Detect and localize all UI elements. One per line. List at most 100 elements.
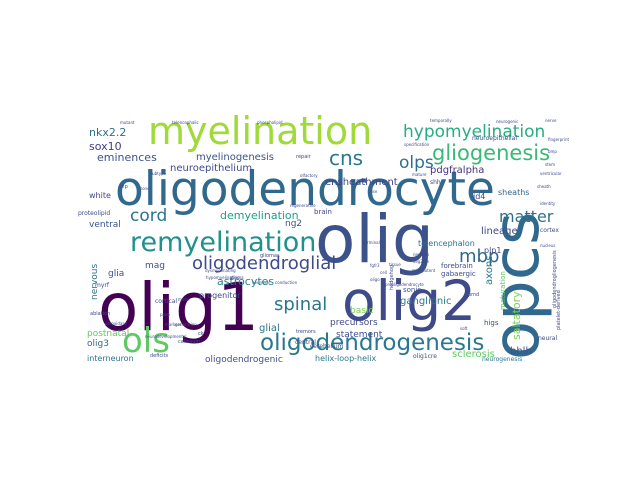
word-cloud-term: white xyxy=(89,191,111,200)
word-cloud-term: basic xyxy=(350,306,373,316)
word-cloud-term: zone xyxy=(140,186,150,191)
word-cloud-term: neurogenic xyxy=(496,119,518,124)
word-cloud-term: stem xyxy=(545,162,555,167)
word-cloud-term: multipotent xyxy=(412,268,436,273)
word-cloud-term: ventricular xyxy=(540,171,562,176)
word-cloud-term: proteolipid xyxy=(78,210,110,217)
word-cloud-term: oligo xyxy=(370,277,380,282)
word-cloud-term: demyelination xyxy=(220,209,299,222)
word-cloud-term: helix-loop-helix xyxy=(315,354,376,363)
word-cloud-term: fingerprint xyxy=(548,137,570,142)
word-cloud-term: cell xyxy=(380,270,387,275)
word-cloud-term: oligodendrogenic xyxy=(205,355,283,365)
word-cloud-term: plp xyxy=(120,184,128,190)
word-cloud-term: neuroepithelial xyxy=(472,135,517,142)
word-cloud-term: mbp xyxy=(459,246,499,267)
word-cloud-term: gliomas xyxy=(260,253,280,259)
word-cloud-term: gliogenesis xyxy=(432,141,550,165)
word-cloud-term: rise xyxy=(370,189,378,194)
word-cloud-term: opcs xyxy=(480,212,554,360)
word-cloud-term: olig2cre xyxy=(413,259,430,264)
word-cloud-term: shh xyxy=(430,179,441,186)
word-cloud-term: sonic xyxy=(403,286,421,294)
word-cloud-term: cortical xyxy=(155,298,177,305)
word-cloud-term: bmp xyxy=(548,149,557,154)
word-cloud-term: olfactory xyxy=(300,173,318,178)
word-cloud-term: identity xyxy=(540,201,556,206)
word-cloud-term: conduction xyxy=(275,280,298,285)
word-cloud-term: id4 xyxy=(473,192,485,201)
word-cloud-term: myelinogenesis xyxy=(196,152,274,163)
word-cloud-term: cns xyxy=(329,146,363,170)
word-cloud-term: soft xyxy=(460,326,468,331)
word-cloud-term: ensheathment xyxy=(325,177,398,188)
word-cloud-term: neural xyxy=(538,335,557,342)
word-cloud-term: generation xyxy=(175,322,197,327)
word-cloud-term: ck xyxy=(198,331,204,337)
word-cloud-term: olig xyxy=(315,201,434,278)
word-cloud-term: specification xyxy=(404,142,430,147)
word-cloud-term: maturation xyxy=(499,271,507,310)
word-cloud-term: tremors xyxy=(296,329,316,335)
word-cloud-term: bhlh xyxy=(510,346,532,357)
word-cloud-term: mutant xyxy=(120,120,135,125)
word-cloud-term: regenerative xyxy=(290,203,316,208)
word-cloud-term: nucleus xyxy=(540,243,555,248)
word-cloud-term: sheath xyxy=(537,184,551,189)
word-cloud-term: astrocytes xyxy=(217,275,274,288)
word-cloud-term: statement xyxy=(336,330,383,340)
word-cloud-term: motor xyxy=(178,297,190,302)
word-cloud-term: tissue xyxy=(389,262,401,267)
word-cloud-term: ng2 xyxy=(285,219,302,229)
word-cloud-term: mature xyxy=(412,172,427,177)
word-cloud-term: interneuron xyxy=(87,354,134,363)
word-cloud-term: nervous xyxy=(90,264,100,300)
word-cloud-term: forebrain xyxy=(441,262,473,270)
word-cloud-term: glial xyxy=(259,323,280,334)
word-cloud-term: oligodendrogenesis xyxy=(260,330,484,356)
word-cloud-term: pax6 xyxy=(160,312,170,317)
word-cloud-term: hypomyelinating xyxy=(206,275,240,280)
word-cloud-term: preoligodendrocyte xyxy=(385,282,424,287)
word-cloud-term: neurons xyxy=(413,252,429,257)
word-cloud-term: nkx2.2 xyxy=(89,126,126,139)
word-cloud-term: neuroepithelium xyxy=(170,163,252,174)
word-cloud-term: olig3 xyxy=(87,339,109,349)
word-cloud-term: eminences xyxy=(97,151,157,164)
word-cloud-term: peroxidase xyxy=(105,321,127,326)
word-cloud-term: saltatory xyxy=(510,291,523,340)
word-cloud-term: temporally xyxy=(430,118,452,123)
word-cloud-term: gabaergic xyxy=(441,270,476,278)
word-cloud-term: central xyxy=(295,339,316,346)
word-cloud-term: oligodendrocyte xyxy=(115,162,495,217)
word-cloud-term: fgfr3 xyxy=(370,263,380,268)
word-cloud-term: olps xyxy=(399,153,434,173)
word-cloud-term: olig1cre xyxy=(413,353,437,360)
word-cloud-term: progenitor xyxy=(199,291,241,300)
word-cloud-term: precursors xyxy=(330,318,378,328)
word-cloud-term: cortex xyxy=(540,227,559,234)
word-cloud-term: cord xyxy=(130,206,167,226)
word-cloud-term: myrf xyxy=(95,282,110,289)
word-cloud-term: ols xyxy=(122,321,170,361)
word-cloud-term: postnatal xyxy=(87,329,129,339)
word-cloud-term: neurodevelopmental xyxy=(145,334,186,339)
word-cloud-term: mag xyxy=(145,261,165,271)
word-cloud-term: markers xyxy=(165,322,181,327)
word-cloud-term: sox10 xyxy=(89,140,122,153)
word-cloud-term: glia xyxy=(108,269,124,279)
word-cloud-term: subtype xyxy=(150,171,167,176)
word-cloud-term: nerve xyxy=(545,118,557,123)
word-cloud-term: hypomyelination xyxy=(403,122,545,142)
word-cloud-term: telencephalic xyxy=(172,120,199,125)
word-cloud-term: olig1 xyxy=(98,269,259,346)
word-cloud-term: remyelination xyxy=(130,227,316,258)
word-cloud-term: olig2 xyxy=(342,269,476,333)
word-cloud-term: dysmyelinating xyxy=(205,268,236,273)
word-cloud-term: deficits xyxy=(150,353,168,359)
word-cloud-term: ganglionic xyxy=(400,296,451,307)
word-cloud-term: neurogenesis xyxy=(482,356,522,363)
word-cloud-term: telencephalon xyxy=(418,239,475,248)
word-cloud-term: matter xyxy=(499,207,554,226)
word-cloud-term: lineage xyxy=(481,226,518,237)
